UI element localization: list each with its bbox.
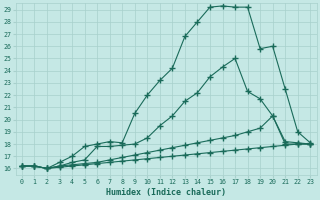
- X-axis label: Humidex (Indice chaleur): Humidex (Indice chaleur): [106, 188, 226, 197]
